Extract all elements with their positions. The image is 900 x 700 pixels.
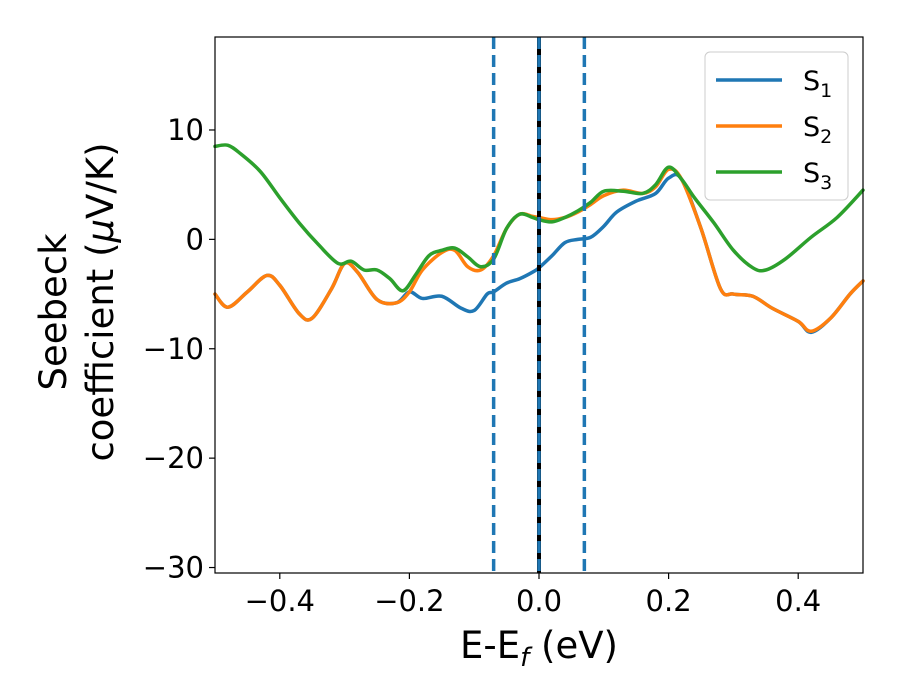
x-axis-label-main: E-E: [460, 624, 520, 667]
x-axis-ticks: −0.4 −0.2 0.0 0.2 0.4: [245, 573, 821, 618]
y-axis-label: Seebeck coefficient (μV/K): [32, 142, 122, 461]
y-axis-label-mu: μ: [79, 219, 122, 244]
x-tick-label: −0.4: [245, 584, 315, 618]
y-axis-ticks: −30 −20 −10 0 10: [143, 113, 215, 585]
vertical-lines: [491, 37, 587, 573]
y-axis-label-post: V/K): [79, 142, 122, 218]
y-tick-label: 0: [186, 222, 204, 256]
y-tick-label: −10: [143, 332, 204, 366]
y-tick-label: −30: [143, 551, 204, 585]
x-tick-label: 0.0: [516, 584, 562, 618]
legend-entries: S1 S2 S3: [716, 66, 832, 194]
x-tick-label: 0.4: [775, 584, 821, 618]
x-axis-label: E-Ef (eV): [460, 624, 618, 673]
y-axis-label-line2: coefficient (μV/K): [79, 142, 122, 461]
legend: S1 S2 S3: [704, 51, 849, 201]
y-tick-label: 10: [167, 113, 204, 147]
legend-label-s3: S3: [803, 158, 832, 194]
x-tick-label: −0.2: [374, 584, 444, 618]
legend-label-s1: S1: [803, 66, 832, 102]
series-line-s3: [213, 143, 865, 293]
y-axis-label-pre: coefficient (: [79, 242, 122, 461]
y-tick-label: −20: [143, 441, 204, 475]
x-axis-label-unit: (eV): [529, 624, 618, 667]
y-axis-label-line1: Seebeck: [32, 233, 75, 391]
series-lines: [213, 143, 865, 335]
legend-label-s2: S2: [803, 112, 832, 148]
x-tick-label: 0.2: [646, 584, 692, 618]
